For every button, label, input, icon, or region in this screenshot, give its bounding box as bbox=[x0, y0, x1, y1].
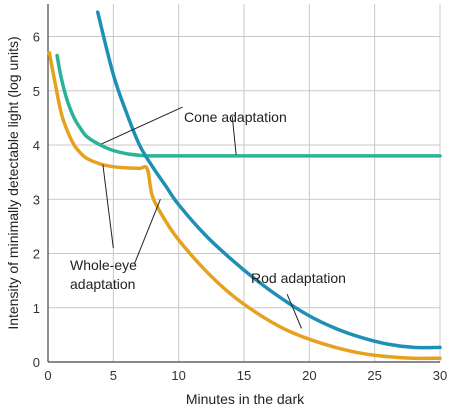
y-tick-label: 5 bbox=[33, 84, 40, 99]
x-tick-label: 25 bbox=[367, 368, 381, 383]
series-lines bbox=[47, 10, 442, 361]
leader-whole-eye-upper bbox=[102, 164, 114, 249]
annotation-whole-eye-line2: adaptation bbox=[70, 276, 135, 292]
x-axis-title: Minutes in the dark bbox=[186, 391, 305, 407]
x-tick-label: 15 bbox=[237, 368, 251, 383]
y-tick-label: 6 bbox=[33, 30, 40, 45]
tick-labels: 0 5 10 15 20 25 30 0 1 2 3 4 5 6 bbox=[33, 30, 447, 383]
x-tick-label: 20 bbox=[302, 368, 316, 383]
x-tick-label: 10 bbox=[171, 368, 185, 383]
leader-cone-to-curve bbox=[101, 106, 183, 145]
y-tick-label: 0 bbox=[33, 355, 40, 370]
x-tick-label: 5 bbox=[110, 368, 117, 383]
annotation-leaders bbox=[101, 106, 302, 329]
y-tick-label: 4 bbox=[33, 138, 40, 153]
x-tick-label: 30 bbox=[433, 368, 447, 383]
y-tick-label: 1 bbox=[33, 301, 40, 316]
series-line-rod-adaptation bbox=[95, 10, 442, 350]
annotation-cone-adaptation: Cone adaptation bbox=[184, 109, 287, 125]
grid bbox=[48, 4, 441, 362]
series-line-cone-adaptation bbox=[55, 53, 442, 158]
x-tick-label: 0 bbox=[44, 368, 51, 383]
series-line-whole-eye-adaptation bbox=[47, 51, 442, 361]
leader-rod bbox=[286, 294, 302, 329]
y-tick-label: 2 bbox=[33, 247, 40, 262]
y-tick-label: 3 bbox=[33, 192, 40, 207]
annotation-whole-eye-line1: Whole-eye bbox=[70, 257, 137, 273]
y-axis-title: Intensity of minimally detectable light … bbox=[5, 36, 21, 329]
leader-whole-eye-lower bbox=[133, 199, 161, 265]
leader-cone-to-flat bbox=[231, 116, 237, 155]
annotation-rod-adaptation: Rod adaptation bbox=[251, 270, 346, 286]
axes bbox=[47, 4, 440, 363]
